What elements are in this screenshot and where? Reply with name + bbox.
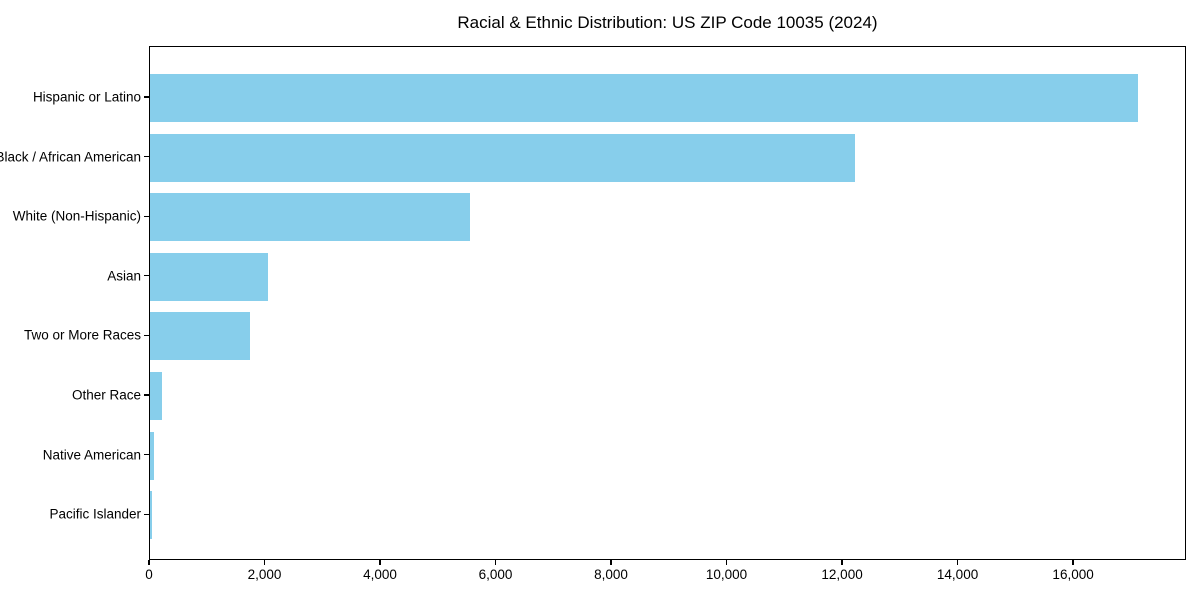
x-tick-label: 4,000 [363,567,397,582]
x-tick-mark [494,560,497,565]
x-tick-mark [841,560,843,565]
bar-two-or-more-races [150,312,250,361]
x-tick-mark [148,560,150,565]
bar-native-american [150,431,155,480]
x-tick-label: 6,000 [478,567,513,582]
x-tick-mark [610,560,612,565]
y-tick-mark [144,334,149,336]
y-tick-mark [144,454,149,456]
y-tick-mark [144,513,149,515]
x-tick-mark [263,560,266,565]
bar-other-race [150,372,162,420]
x-tick-label: 2,000 [247,567,282,582]
chart-title: Racial & Ethnic Distribution: US ZIP Cod… [457,13,878,32]
bar-asian [150,252,268,301]
x-tick-label: 8,000 [594,567,628,582]
y-tick-label: Asian [107,268,141,284]
x-tick-label: 14,000 [936,567,979,582]
y-tick-label: Hispanic or Latino [32,89,141,105]
x-tick-mark [725,560,728,565]
x-tick-label: 0 [145,567,153,582]
bar-black-african-american [150,133,855,182]
bar-white-non-hispanic [150,193,470,242]
bar-hispanic-or-latino [150,74,1138,122]
x-tick-label: 12,000 [821,567,863,582]
x-tick-label: 10,000 [705,567,748,582]
y-tick-label: Native American [42,447,141,463]
y-tick-mark [144,96,149,98]
x-tick-mark [379,560,381,565]
y-tick-mark [144,275,149,277]
y-tick-mark [144,394,149,396]
x-tick-label: 16,000 [1052,567,1094,582]
y-tick-label: Two or More Races [23,327,141,343]
y-tick-label: Other Race [71,387,141,403]
y-tick-label: White (Non-Hispanic) [12,208,141,224]
bar-pacific-islander [150,491,153,540]
x-tick-mark [1072,560,1074,565]
y-tick-label: Black / African American [0,149,141,165]
y-tick-label: Pacific Islander [49,506,141,522]
y-tick-mark [144,215,149,217]
plot-area [149,46,1186,560]
x-tick-mark [956,560,959,565]
y-tick-mark [144,156,149,158]
